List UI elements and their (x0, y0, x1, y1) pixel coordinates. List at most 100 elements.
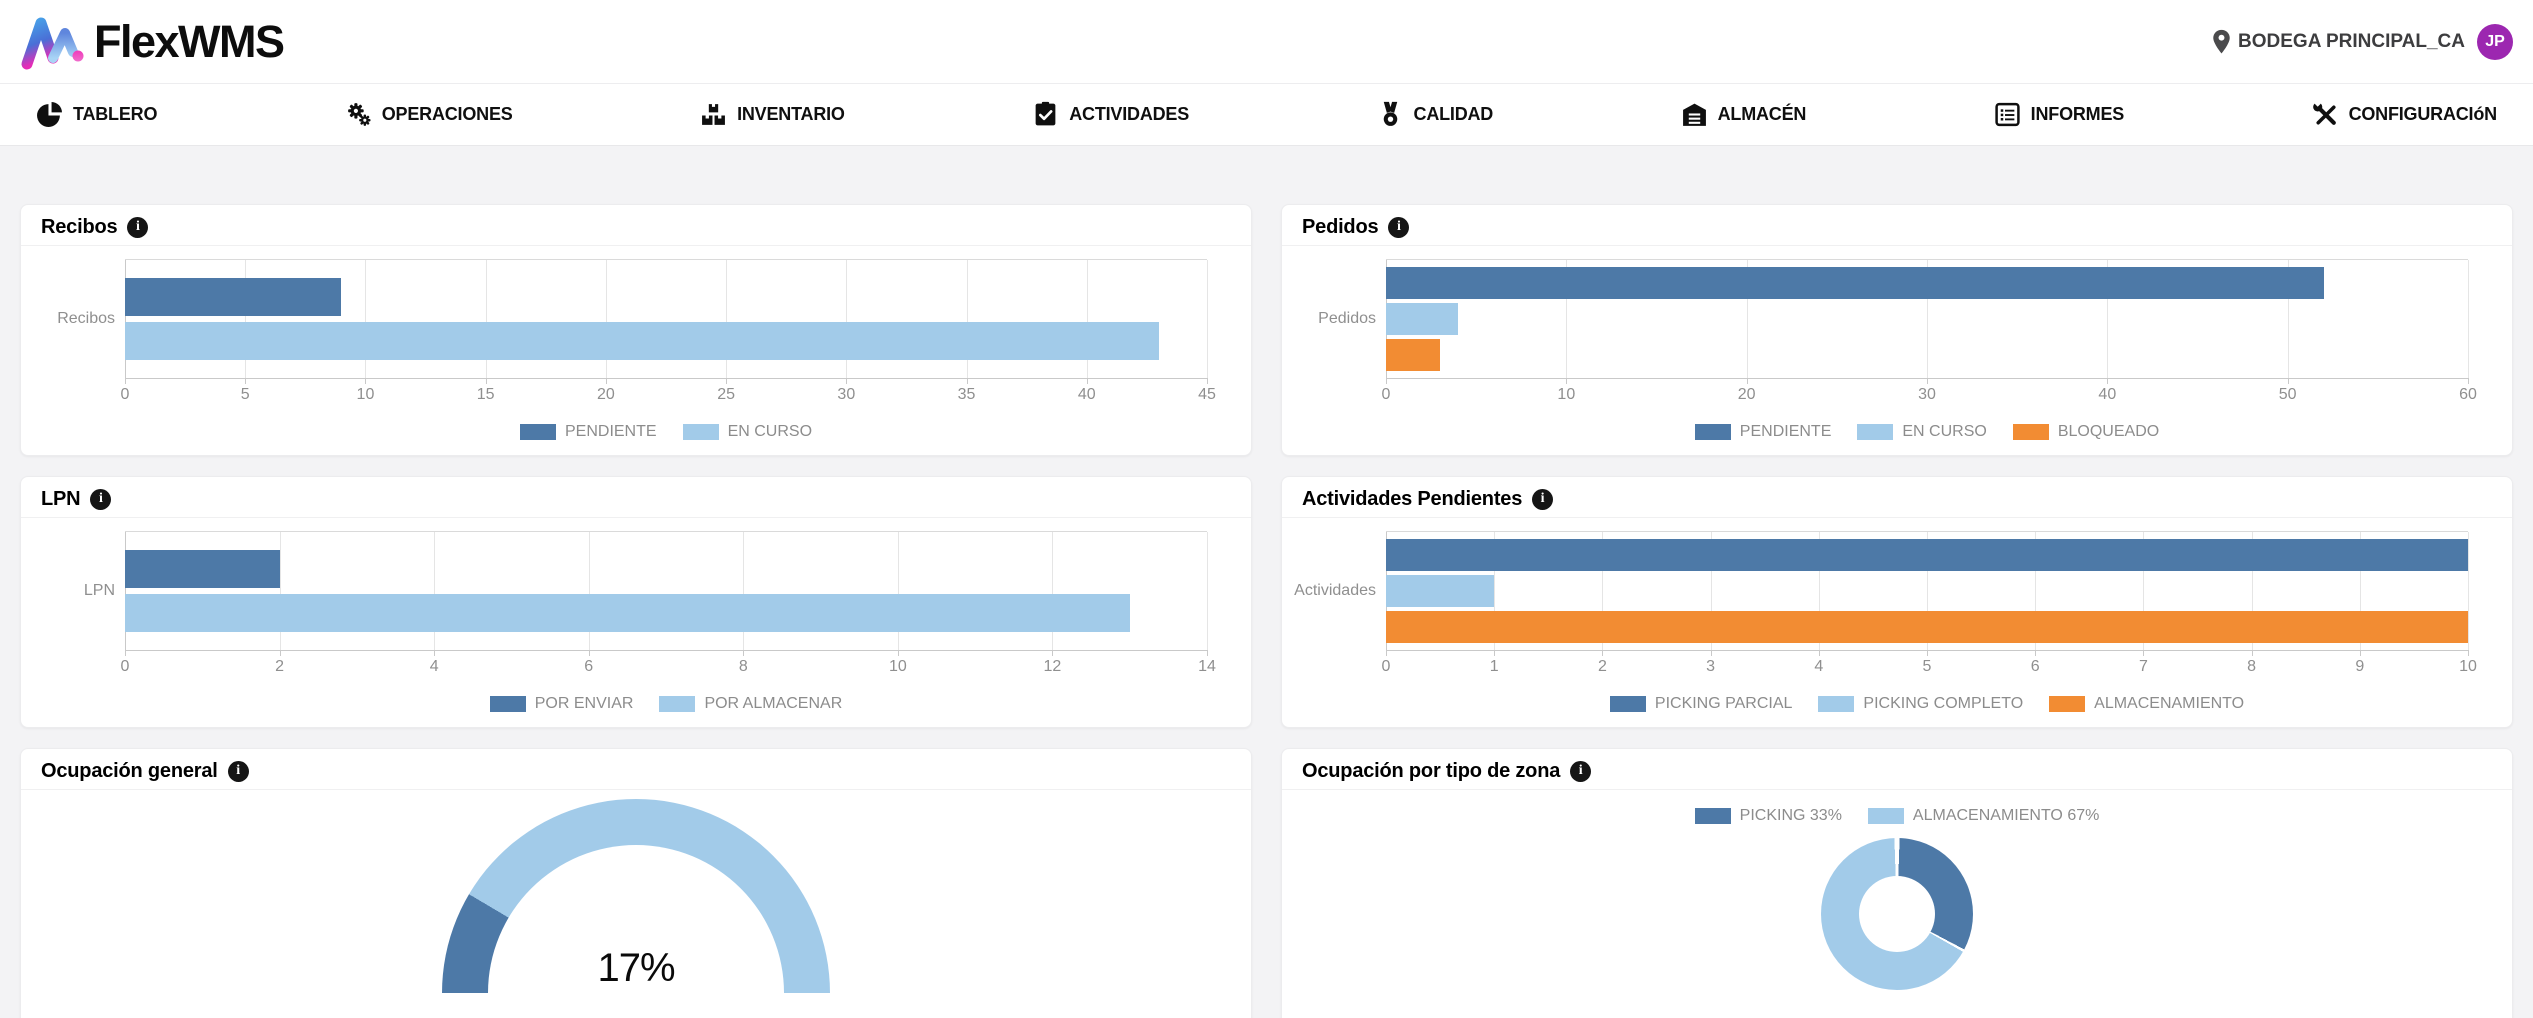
tick-label: 0 (120, 658, 130, 675)
info-icon[interactable]: i (227, 760, 249, 782)
chart-legend: PICKING 33% ALMACENAMIENTO 67% (1694, 807, 2099, 825)
axis-tickmark (245, 378, 247, 384)
card-recibos: Recibos i Recibos 0 5 10 15 20 25 30 35 40 45 PENDI… (20, 204, 1252, 456)
tick-label: 14 (1198, 658, 1216, 675)
bar-group (1386, 260, 2468, 378)
card-title: Ocupación por tipo de zona (1302, 759, 1561, 782)
actividades-bar-chart: Actividades 0 1 2 3 4 5 6 7 8 9 10 PICKING PARCIAL PI… (1282, 518, 2512, 727)
warehouse-selector[interactable]: BODEGA PRINCIPAL_CA (2211, 29, 2465, 55)
gridline (245, 260, 247, 378)
nav-item-calidad[interactable]: CALIDAD (1377, 101, 1494, 128)
axis-tickmark (2107, 378, 2109, 384)
nav-item-informes[interactable]: INFORMES (1994, 101, 2124, 128)
y-axis-category-label: LPN (83, 582, 115, 599)
gridline (1818, 532, 1820, 650)
nav-label: CONFIGURACIóN (2348, 104, 2498, 124)
nav-item-almacen[interactable]: ALMACÉN (1681, 101, 1807, 128)
tick-label: 5 (240, 386, 250, 403)
nav-label: ALMACÉN (1717, 104, 1807, 124)
axis-tickmark (588, 650, 590, 656)
tick-label: 6 (584, 658, 594, 675)
tick-label: 40 (1077, 386, 1096, 403)
gridline (726, 260, 728, 378)
gridline (1927, 260, 1928, 378)
user-avatar[interactable]: JP (2477, 23, 2513, 60)
nav-item-actividades[interactable]: ACTIVIDADES (1032, 101, 1189, 128)
nav-item-inventario[interactable]: INVENTARIO (700, 101, 845, 128)
nav-label: TABLERO (73, 104, 158, 124)
legend-swatch (489, 696, 526, 712)
bar-plot-area: Recibos (57, 259, 1208, 384)
legend-label: EN CURSO (1902, 423, 1987, 440)
tick-label: 40 (2098, 386, 2117, 403)
legend-swatch (1609, 696, 1646, 712)
card-header: Ocupación general i (21, 749, 1251, 790)
warehouse-label: BODEGA PRINCIPAL_CA (2238, 30, 2465, 52)
gridline (125, 532, 126, 650)
legend-swatch (2012, 424, 2049, 440)
bar-plot-area: LPN (84, 531, 1208, 656)
card-title: Actividades Pendientes (1302, 487, 1523, 510)
boxes-icon (702, 104, 725, 125)
x-axis-tick-labels: 0 5 10 15 20 25 30 35 40 45 (121, 379, 1216, 409)
chart-legend: POR ENVIAR POR ALMACENAR (125, 681, 1207, 727)
bar-picking-completo (1386, 575, 1495, 607)
gridline (2251, 532, 2253, 650)
gridline (1207, 532, 1208, 650)
nav-item-tablero[interactable]: TABLERO (36, 101, 157, 128)
axis-tickmark (1927, 378, 1928, 384)
clipboard-check-icon (1035, 101, 1056, 126)
axis-tickmark (1386, 378, 1387, 384)
bar-en-curso (1386, 303, 1459, 335)
card-lpn: LPN i LPN 0 2 4 6 8 10 12 14 POR ENVIAR POR ALMACE… (20, 476, 1252, 728)
tick-label: 7 (2138, 658, 2148, 675)
info-icon[interactable]: i (127, 216, 149, 238)
brand: FlexWMS (20, 13, 285, 71)
warehouse-icon (1682, 103, 1706, 126)
axis-tickmark (1207, 650, 1208, 656)
nav-item-operaciones[interactable]: OPERACIONES (345, 101, 513, 128)
bar-pendiente (1386, 267, 2324, 299)
bar-plot-area: Pedidos (1318, 259, 2469, 384)
info-icon[interactable]: i (90, 488, 112, 510)
tick-label: 25 (717, 386, 736, 403)
legend-item-pendiente: PENDIENTE (1694, 423, 1831, 441)
nav-label: OPERACIONES (381, 104, 513, 124)
tick-label: 60 (2459, 386, 2477, 403)
tick-label: 2 (1597, 658, 1607, 675)
gridline (1746, 260, 1748, 378)
info-icon[interactable]: i (1570, 760, 1592, 782)
nav-item-configuracion[interactable]: CONFIGURACIóN (2312, 101, 2497, 128)
legend-swatch (1694, 808, 1731, 824)
nav-label: CALIDAD (1413, 104, 1494, 124)
tick-label: 3 (1706, 658, 1716, 675)
card-pedidos: Pedidos i Pedidos 0 10 20 30 40 50 60 PENDIENTE E… (1281, 204, 2513, 456)
gridline (588, 532, 590, 650)
nav-label: INFORMES (2030, 104, 2125, 124)
gridline (434, 532, 436, 650)
info-icon[interactable]: i (1532, 488, 1554, 510)
bar-por-enviar (125, 550, 280, 588)
pie-chart-icon (37, 102, 62, 127)
axis-tickmark (846, 378, 848, 384)
gauge-value-label: 17% (597, 946, 675, 990)
tick-label: 30 (1918, 386, 1936, 403)
legend-swatch (682, 424, 719, 440)
gridline (1927, 532, 1928, 650)
chart-legend: PICKING PARCIAL PICKING COMPLETO ALMACENAM… (1386, 681, 2468, 727)
location-pin-icon (2213, 29, 2230, 54)
dashboard: Recibos i Recibos 0 5 10 15 20 25 30 35 40 45 PENDI… (0, 146, 2533, 1018)
axis-tickmark (2359, 650, 2361, 656)
axis-tickmark (2468, 378, 2469, 384)
axis-tickmark (1746, 378, 1748, 384)
gridline (279, 532, 281, 650)
gridline (2287, 260, 2289, 378)
occupancy-gauge: 17% (442, 799, 830, 993)
axis-tickmark (743, 650, 745, 656)
legend-label: POR ENVIAR (534, 695, 634, 712)
gridline (1710, 532, 1712, 650)
legend-item-almacenamiento: ALMACENAMIENTO 67% (1867, 807, 2099, 825)
tick-label: 1 (1489, 658, 1499, 675)
legend-item-por-enviar: POR ENVIAR (489, 695, 634, 713)
info-icon[interactable]: i (1388, 216, 1410, 238)
